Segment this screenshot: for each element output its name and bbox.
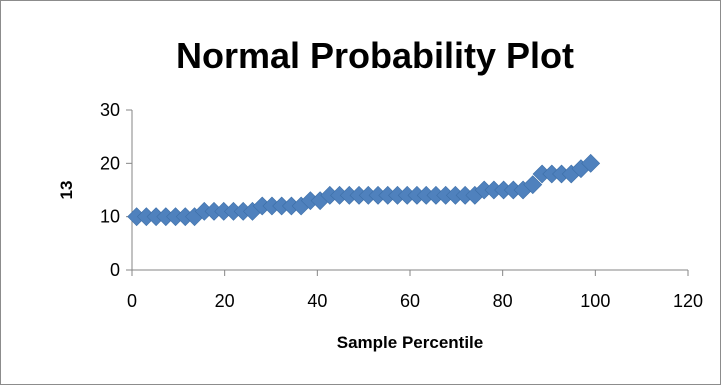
x-tick-label: 120 xyxy=(673,291,703,311)
y-axis-title: 13 xyxy=(57,181,76,200)
x-tick-label: 80 xyxy=(493,291,513,311)
y-tick-label: 0 xyxy=(110,260,120,280)
chart-title: Normal Probability Plot xyxy=(176,35,574,76)
x-tick-label: 40 xyxy=(307,291,327,311)
y-tick-label: 20 xyxy=(100,153,120,173)
data-point xyxy=(581,153,601,173)
y-tick-label: 30 xyxy=(100,100,120,120)
y-axis-ticks: 0 10 20 30 xyxy=(100,100,132,280)
data-points xyxy=(127,153,601,227)
data-point xyxy=(523,175,543,195)
y-tick-label: 10 xyxy=(100,207,120,227)
x-tick-label: 20 xyxy=(215,291,235,311)
x-axis-ticks: 0 20 40 60 80 100 120 xyxy=(127,270,703,311)
x-tick-label: 100 xyxy=(580,291,610,311)
x-axis-title: Sample Percentile xyxy=(337,333,483,352)
x-tick-label: 0 xyxy=(127,291,137,311)
x-tick-label: 60 xyxy=(400,291,420,311)
